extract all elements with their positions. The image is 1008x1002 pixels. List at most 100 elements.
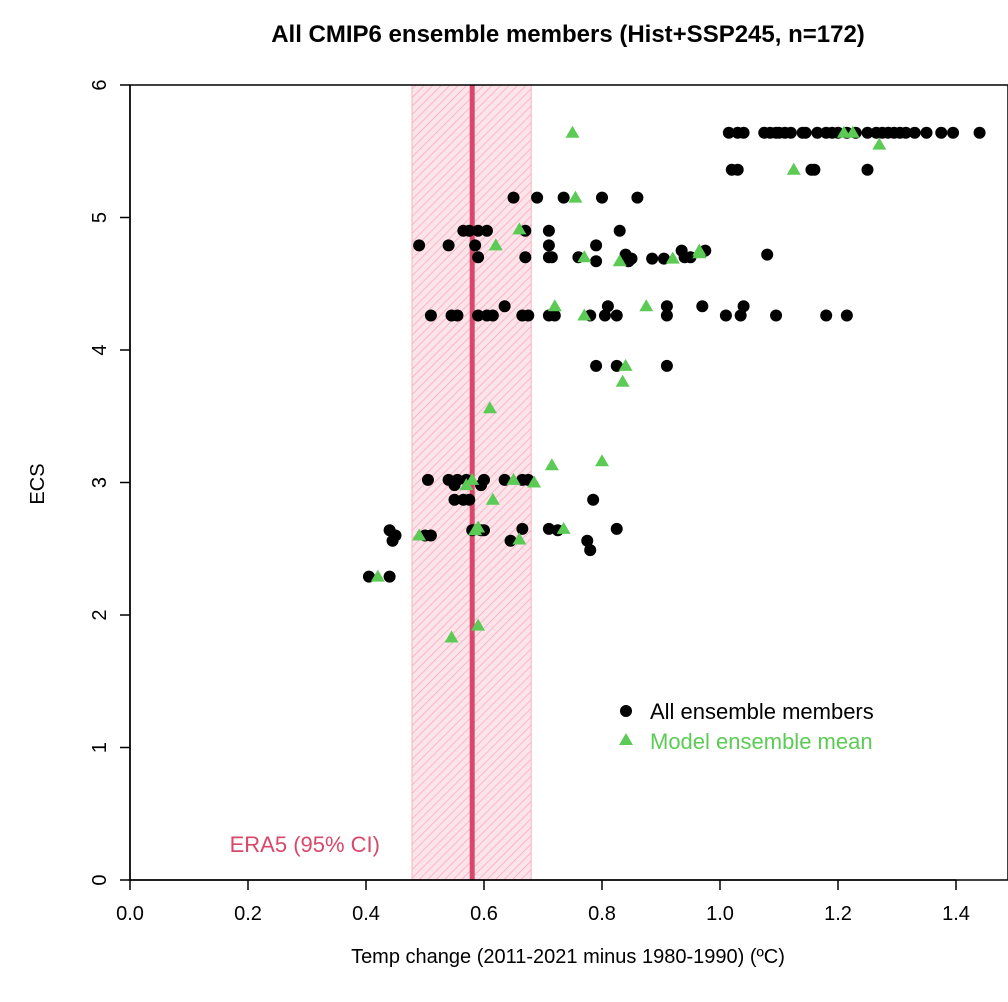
member-point (861, 126, 874, 139)
member-point (498, 473, 511, 486)
member-point (973, 126, 986, 139)
member-point (362, 570, 375, 583)
member-point (761, 248, 774, 261)
member-point (660, 300, 673, 313)
member-point (463, 493, 476, 506)
mean-point (471, 618, 486, 631)
mean-point (639, 299, 654, 312)
x-tick-label: 1.2 (824, 903, 852, 925)
member-point (631, 191, 644, 204)
mean-point (692, 243, 707, 256)
mean-point (845, 125, 860, 138)
mean-point (547, 299, 562, 312)
y-tick-label: 0 (89, 874, 111, 885)
y-tick-label: 4 (89, 344, 111, 355)
series-means (370, 125, 887, 643)
x-tick-label: 0.4 (352, 903, 380, 925)
x-tick-label: 1.0 (706, 903, 734, 925)
member-point (383, 570, 396, 583)
mean-point (612, 254, 627, 267)
member-point (480, 224, 493, 237)
mean-point (615, 374, 630, 387)
member-point (646, 252, 659, 265)
plot-frame (129, 84, 1008, 881)
member-point (613, 224, 626, 237)
member-point (486, 309, 499, 322)
mean-point (665, 251, 680, 264)
y-tick-label: 5 (89, 212, 111, 223)
mean-point (506, 472, 521, 485)
mean-point (577, 308, 592, 321)
member-point (522, 309, 535, 322)
x-tick-label: 0.0 (116, 903, 144, 925)
x-tick-label: 0.6 (470, 903, 498, 925)
member-point (442, 239, 455, 252)
member-point (548, 309, 561, 322)
member-point (519, 251, 532, 264)
chart-title: All CMIP6 ensemble members (Hist+SSP245,… (271, 21, 865, 48)
member-point (657, 252, 670, 265)
mean-point (618, 358, 633, 371)
mean-point (512, 532, 527, 545)
x-tick-label: 0.2 (234, 903, 262, 925)
y-tick-label: 6 (89, 79, 111, 90)
x-tick-label: 0.8 (588, 903, 616, 925)
mean-point (527, 475, 542, 488)
member-point (784, 126, 797, 139)
member-point (448, 479, 461, 492)
mean-point (488, 238, 503, 251)
member-point (581, 534, 594, 547)
member-point (737, 300, 750, 313)
member-point (516, 522, 529, 535)
y-tick-label: 2 (89, 609, 111, 620)
mean-point (786, 162, 801, 175)
member-point (799, 126, 812, 139)
mean-point (577, 250, 592, 263)
member-point (424, 529, 437, 542)
member-point (463, 224, 476, 237)
member-point (808, 163, 821, 176)
mean-point (370, 569, 385, 582)
member-point (507, 191, 520, 204)
member-point (557, 191, 570, 204)
y-tick-label: 3 (89, 477, 111, 488)
legend-marker-members (620, 705, 632, 717)
member-point (472, 251, 485, 264)
mean-point (544, 458, 559, 471)
member-point (610, 522, 623, 535)
member-point (920, 126, 933, 139)
member-point (472, 309, 485, 322)
member-point (413, 239, 426, 252)
era5-label: ERA5 (95% CI) (230, 832, 380, 857)
member-point (598, 309, 611, 322)
member-point (610, 359, 623, 372)
mean-point (595, 454, 609, 467)
member-point (584, 544, 597, 557)
member-point (590, 255, 603, 268)
member-point (424, 309, 437, 322)
legend: All ensemble members Model ensemble mean (619, 699, 874, 754)
member-point (722, 126, 735, 139)
legend-label-members: All ensemble members (650, 699, 874, 724)
mean-point (512, 222, 527, 235)
member-point (545, 251, 558, 264)
mean-point (459, 478, 474, 491)
y-axis-label: ECS (27, 463, 49, 504)
mean-point (465, 472, 480, 485)
member-point (587, 493, 600, 506)
member-point (389, 529, 402, 542)
member-point (469, 239, 482, 252)
member-point (820, 309, 833, 322)
member-point (908, 126, 921, 139)
series-members (362, 126, 986, 583)
legend-label-means: Model ensemble mean (650, 729, 873, 754)
member-point (531, 191, 544, 204)
member-point (451, 309, 464, 322)
member-point (472, 224, 485, 237)
member-point (610, 309, 623, 322)
member-point (861, 163, 874, 176)
x-tick-label: 1.4 (942, 903, 970, 925)
member-point (899, 126, 912, 139)
mean-point (836, 125, 851, 138)
